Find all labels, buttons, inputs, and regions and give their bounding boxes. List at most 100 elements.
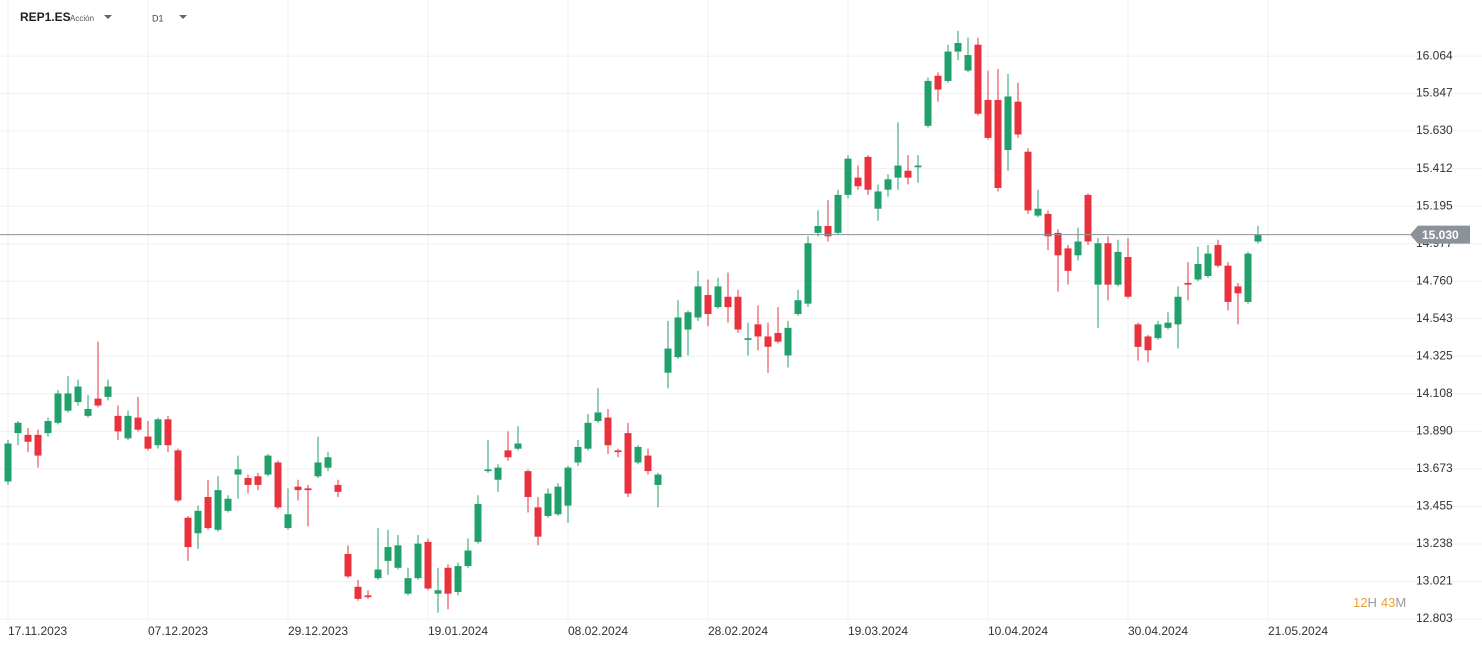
candle-body [504, 450, 512, 458]
candle-body [154, 419, 162, 446]
candle-body [684, 312, 692, 330]
candle-body [244, 478, 252, 485]
candle-body [644, 455, 652, 472]
candle-body [234, 469, 242, 475]
candle-body [904, 170, 912, 178]
countdown-minutes-unit: M [1395, 595, 1406, 610]
candle-body [824, 225, 832, 237]
candles [4, 30, 1262, 613]
y-tick-label: 14.760 [1416, 273, 1453, 287]
candle-body [1224, 265, 1232, 302]
candle-body [1044, 213, 1052, 237]
y-tick-label: 13.673 [1416, 461, 1453, 475]
candle-body [394, 545, 402, 568]
candle-body [924, 80, 932, 126]
candle-body [54, 393, 62, 423]
countdown-hours: 12 [1353, 595, 1367, 610]
y-tick-label: 13.021 [1416, 574, 1453, 588]
x-tick-label: 29.12.2023 [288, 624, 348, 638]
candle-body [654, 474, 662, 485]
candle-body [604, 417, 612, 446]
candle-body [894, 165, 902, 178]
candle-body [364, 595, 372, 598]
countdown: 12H 43M [1353, 595, 1406, 610]
candle-body [1234, 286, 1242, 294]
candle-body [964, 55, 972, 71]
timeframe[interactable]: D1 [152, 13, 164, 23]
candle-body [714, 286, 722, 308]
candle-body [1194, 263, 1202, 280]
candle-body [634, 446, 642, 463]
candle-body [464, 550, 472, 567]
candle-body [264, 455, 272, 475]
axes: 16.06415.84715.63015.41215.19514.97714.7… [0, 48, 1470, 638]
x-tick-label: 19.03.2024 [848, 624, 908, 638]
candle-body [874, 191, 882, 209]
candle-body [134, 417, 142, 430]
candle-body [414, 543, 422, 579]
candle-body [1124, 257, 1132, 297]
candle-body [584, 422, 592, 449]
candle-body [214, 490, 222, 530]
candle-body [74, 386, 82, 403]
candle-body [24, 434, 32, 442]
x-tick-label: 07.12.2023 [148, 624, 208, 638]
candle-body [94, 398, 102, 406]
candle-body [34, 434, 42, 456]
candle-body [404, 578, 412, 594]
candle-body [1064, 248, 1072, 271]
candle-body [174, 450, 182, 501]
candle-body [754, 324, 762, 337]
candle-body [1014, 101, 1022, 135]
candle-body [354, 586, 362, 599]
y-tick-label: 15.412 [1416, 161, 1453, 175]
candle-body [934, 75, 942, 90]
candle-body [804, 243, 812, 304]
candle-body [164, 419, 172, 446]
candle-body [574, 446, 582, 463]
timeframe-dropdown-caret[interactable] [179, 15, 187, 19]
candle-body [564, 467, 572, 506]
candle-body [914, 165, 922, 168]
candle-body [484, 469, 492, 472]
candle-body [454, 566, 462, 592]
symbol[interactable]: REP1.ES [20, 10, 71, 24]
candle-body [294, 486, 302, 491]
candle-body [854, 177, 862, 187]
y-tick-label: 16.064 [1416, 48, 1453, 62]
candle-body [204, 497, 212, 529]
candle-body [1144, 336, 1152, 351]
candle-body [274, 462, 282, 508]
candle-body [794, 300, 802, 315]
candle-body [194, 510, 202, 534]
grid [0, 0, 1482, 622]
y-tick-label: 14.108 [1416, 386, 1453, 400]
x-tick-label: 19.01.2024 [428, 624, 488, 638]
candle-body [1174, 296, 1182, 325]
candle-body [1074, 241, 1082, 256]
x-tick-label: 21.05.2024 [1268, 624, 1328, 638]
candle-body [344, 553, 352, 577]
candle-body [44, 421, 52, 434]
x-tick-label: 10.04.2024 [988, 624, 1048, 638]
candle-body [314, 462, 322, 477]
candle-body [864, 156, 872, 190]
candle-body [184, 517, 192, 548]
symbol-dropdown-caret[interactable] [104, 15, 112, 19]
x-tick-label: 17.11.2023 [8, 624, 67, 638]
x-tick-label: 08.02.2024 [568, 624, 628, 638]
candle-body [744, 338, 752, 340]
candle-body [1054, 232, 1062, 256]
candle-body [304, 488, 312, 491]
y-tick-label: 14.325 [1416, 348, 1453, 362]
candle-body [554, 486, 562, 515]
candle-body [994, 99, 1002, 188]
y-tick-label: 13.455 [1416, 499, 1453, 513]
candle-body [494, 467, 502, 480]
y-tick-label: 12.803 [1416, 611, 1453, 625]
candle-body [1004, 96, 1012, 150]
candle-body [384, 547, 392, 561]
candle-body [434, 590, 442, 594]
candle-body [1114, 251, 1122, 285]
